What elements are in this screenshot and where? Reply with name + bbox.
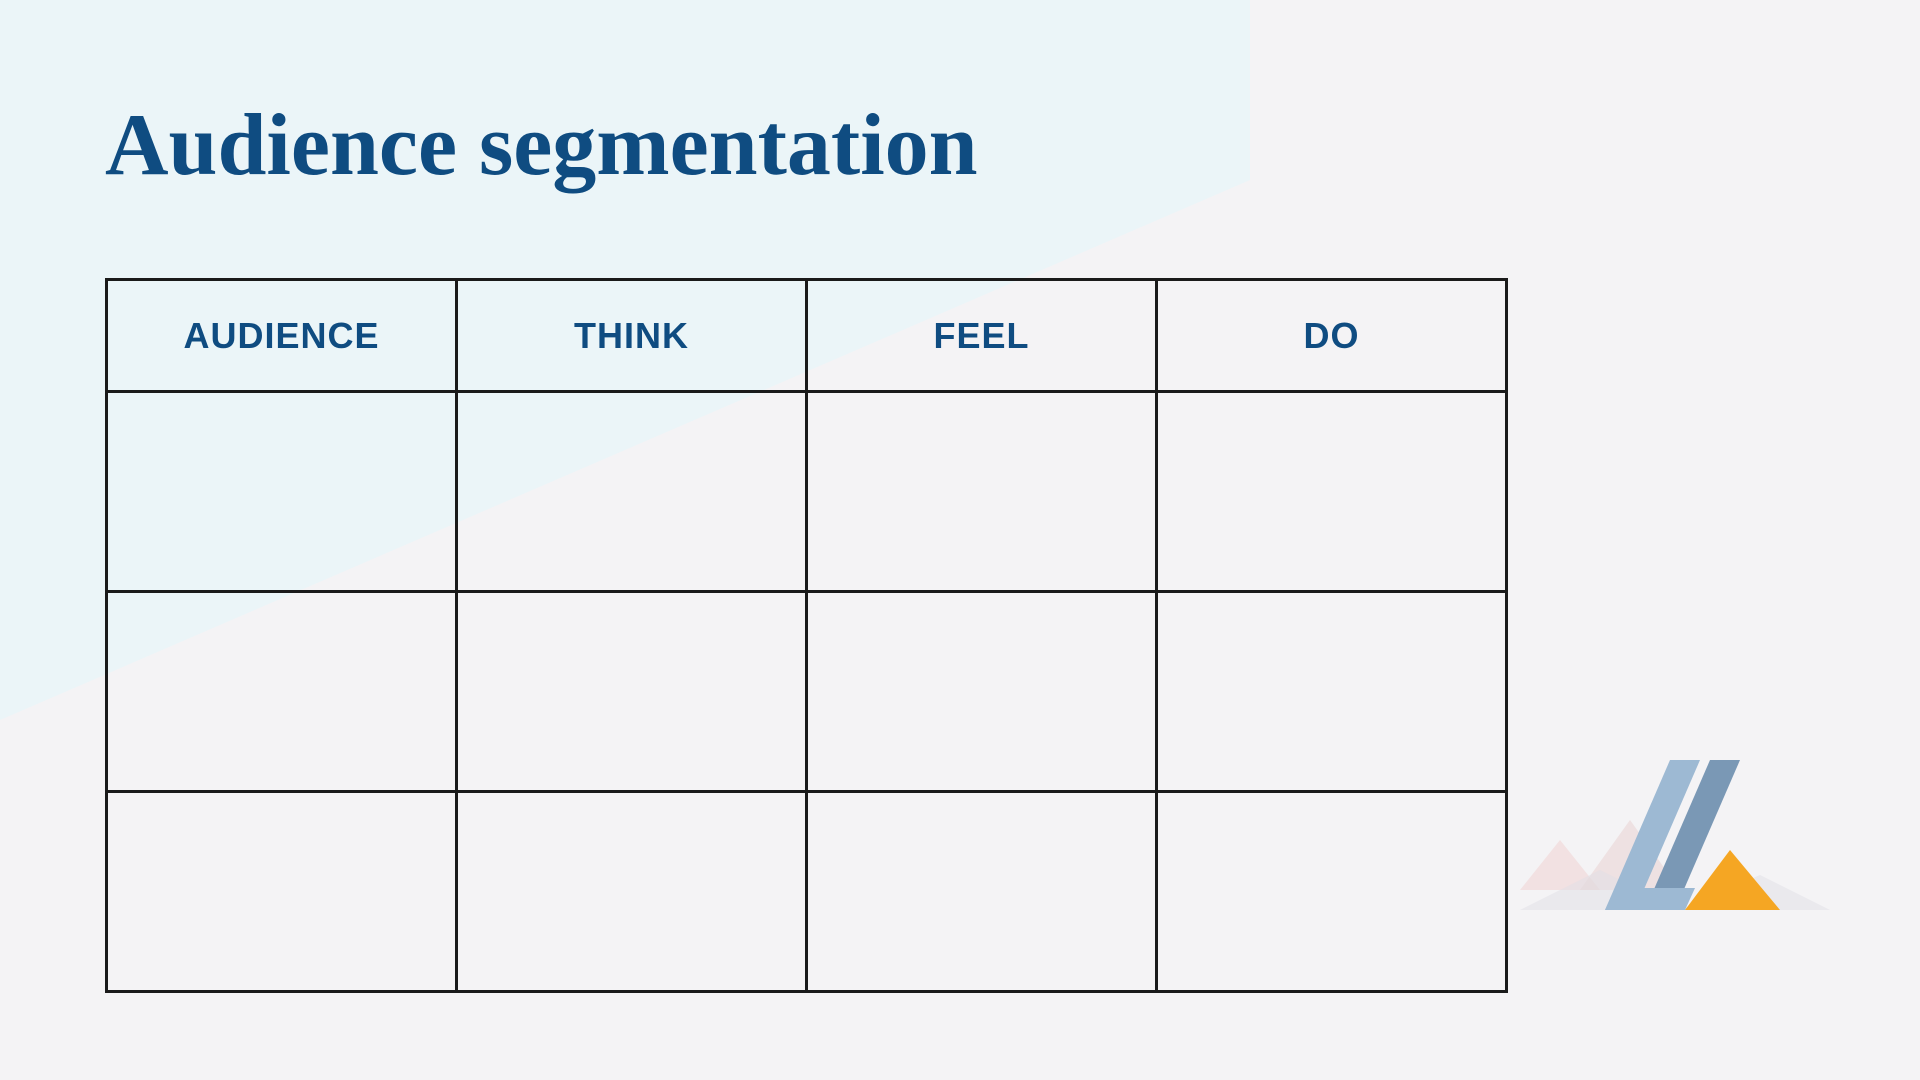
cell: [457, 392, 807, 592]
logo-graphic: [1520, 720, 1840, 940]
page-title: Audience segmentation: [105, 95, 978, 196]
cell: [107, 592, 457, 792]
col-header-feel: FEEL: [807, 280, 1157, 392]
table-header-row: AUDIENCE THINK FEEL DO: [107, 280, 1507, 392]
cell: [807, 592, 1157, 792]
segmentation-table-wrap: AUDIENCE THINK FEEL DO: [105, 278, 1508, 993]
table-row: [107, 592, 1507, 792]
cell: [107, 392, 457, 592]
cell: [807, 792, 1157, 992]
table-row: [107, 392, 1507, 592]
cell: [457, 792, 807, 992]
cell: [457, 592, 807, 792]
col-header-do: DO: [1157, 280, 1507, 392]
table-row: [107, 792, 1507, 992]
segmentation-table: AUDIENCE THINK FEEL DO: [105, 278, 1508, 993]
cell: [107, 792, 457, 992]
cell: [807, 392, 1157, 592]
cell: [1157, 792, 1507, 992]
col-header-audience: AUDIENCE: [107, 280, 457, 392]
cell: [1157, 592, 1507, 792]
cell: [1157, 392, 1507, 592]
col-header-think: THINK: [457, 280, 807, 392]
